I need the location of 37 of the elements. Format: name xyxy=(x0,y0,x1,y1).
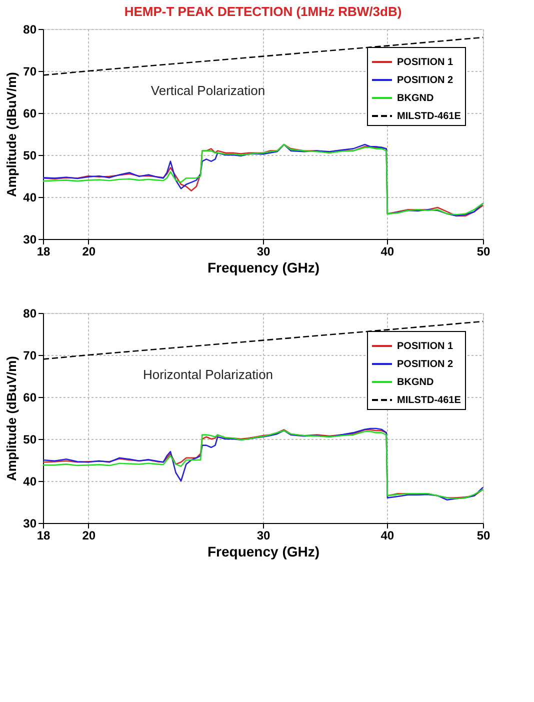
y-axis-title: Amplitude (dBuV/m) xyxy=(4,72,20,197)
x-tick-label: 30 xyxy=(256,528,270,542)
y-tick-label: 60 xyxy=(23,106,37,120)
y-tick-label: 30 xyxy=(23,232,37,246)
x-axis-title: Frequency (GHz) xyxy=(207,260,320,276)
legend-label: POSITION 1 xyxy=(397,57,454,68)
legend-label: MILSTD-461E xyxy=(397,395,462,406)
y-tick-label: 60 xyxy=(23,390,37,404)
y-tick-label: 40 xyxy=(23,474,37,488)
x-tick-label: 30 xyxy=(256,244,270,258)
y-tick-label: 70 xyxy=(23,64,37,78)
legend-label: POSITION 2 xyxy=(397,75,454,86)
y-tick-label: 30 xyxy=(23,516,37,530)
y-tick-label: 80 xyxy=(23,22,37,36)
y-tick-label: 50 xyxy=(23,148,37,162)
legend-label: BKGND xyxy=(397,377,434,388)
y-axis-title: Amplitude (dBuV/m) xyxy=(4,356,20,481)
legend-label: POSITION 2 xyxy=(397,359,454,370)
x-tick-label: 50 xyxy=(476,244,490,258)
legend-label: POSITION 1 xyxy=(397,341,454,352)
x-tick-label: 40 xyxy=(380,528,394,542)
x-tick-label: 20 xyxy=(82,244,96,258)
annotation: Horizontal Polarization xyxy=(142,367,274,382)
annotation: Vertical Polarization xyxy=(150,83,266,98)
x-tick-label: 20 xyxy=(82,528,96,542)
y-tick-label: 40 xyxy=(23,190,37,204)
x-tick-label: 18 xyxy=(36,528,50,542)
x-tick-label: 18 xyxy=(36,244,50,258)
x-tick-label: 50 xyxy=(476,528,490,542)
y-tick-label: 50 xyxy=(23,432,37,446)
x-axis-title: Frequency (GHz) xyxy=(207,544,320,560)
legend-label: BKGND xyxy=(397,93,434,104)
x-tick-label: 40 xyxy=(380,244,394,258)
legend-label: MILSTD-461E xyxy=(397,111,462,122)
chart-title: HEMP-T PEAK DETECTION (1MHz RBW/3dB) xyxy=(124,4,402,19)
y-tick-label: 80 xyxy=(23,306,37,320)
y-tick-label: 70 xyxy=(23,348,37,362)
